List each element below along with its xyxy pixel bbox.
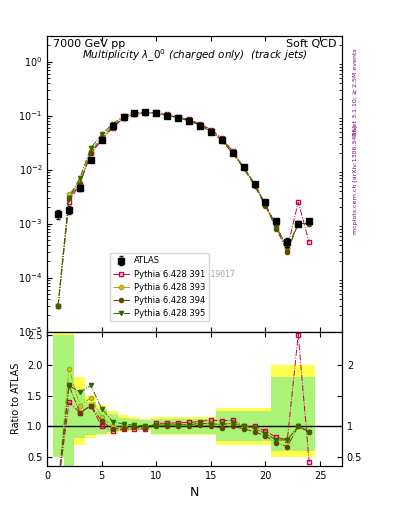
Text: Rivet 3.1.10; ≥ 2.5M events: Rivet 3.1.10; ≥ 2.5M events (353, 48, 358, 136)
Text: Multiplicity $\lambda\_0^0$ (charged only)  (track jets): Multiplicity $\lambda\_0^0$ (charged onl… (82, 48, 307, 65)
Legend: ATLAS, Pythia 6.428 391, Pythia 6.428 393, Pythia 6.428 394, Pythia 6.428 395: ATLAS, Pythia 6.428 391, Pythia 6.428 39… (110, 253, 209, 322)
Text: mcplots.cern.ch [arXiv:1306.3436]: mcplots.cern.ch [arXiv:1306.3436] (353, 125, 358, 233)
Y-axis label: Ratio to ATLAS: Ratio to ATLAS (11, 363, 21, 434)
Text: ATLAS_2011_I919017: ATLAS_2011_I919017 (154, 269, 235, 279)
Text: Soft QCD: Soft QCD (286, 39, 336, 49)
X-axis label: N: N (190, 486, 199, 499)
Text: 7000 GeV pp: 7000 GeV pp (53, 39, 125, 49)
